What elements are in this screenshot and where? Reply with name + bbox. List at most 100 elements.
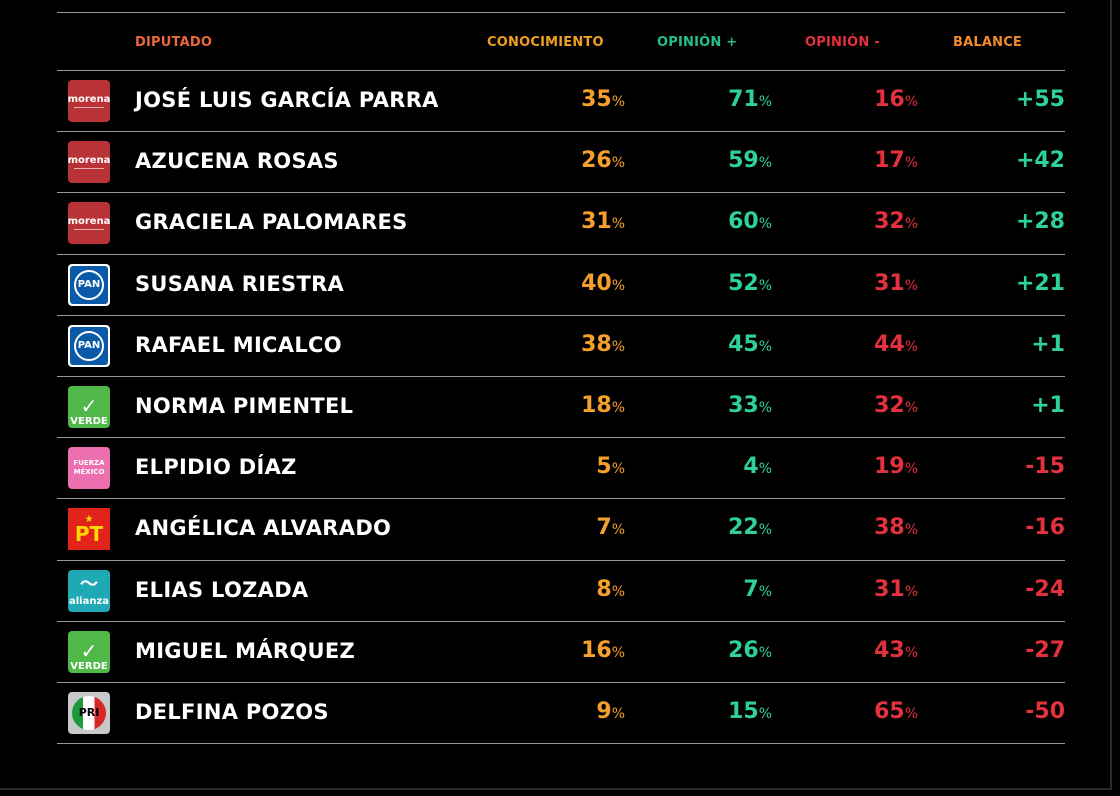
diputado-name: GRACIELA PALOMARES xyxy=(135,210,408,235)
percent-sign: % xyxy=(904,583,918,600)
percent-sign: % xyxy=(758,583,772,600)
diputado-name: ELIAS LOZADA xyxy=(135,577,309,602)
conocimiento-number: 5 xyxy=(596,454,612,480)
opinion-neg-number: 32 xyxy=(874,209,905,235)
table-row: PAN RAFAEL MICALCO 38% 45% 44% +1 xyxy=(57,316,1065,377)
conocimiento-number: 26 xyxy=(581,148,612,174)
percent-sign: % xyxy=(904,216,918,233)
conocimiento-value: 38% xyxy=(505,332,625,357)
header-conocimiento: CONOCIMIENTO xyxy=(487,35,604,50)
conocimiento-value: 31% xyxy=(505,209,625,234)
conocimiento-value: 26% xyxy=(505,148,625,173)
percent-sign: % xyxy=(758,461,772,478)
opinion-neg-value: 16% xyxy=(798,87,918,112)
conocimiento-number: 35 xyxy=(581,87,612,112)
diputado-name: SUSANA RIESTRA xyxy=(135,271,345,296)
percent-sign: % xyxy=(611,399,625,416)
opinion-neg-value: 32% xyxy=(798,393,918,418)
diputado-name: JOSÉ LUIS GARCÍA PARRA xyxy=(135,88,439,112)
percent-sign: % xyxy=(904,705,918,722)
table-body: morena JOSÉ LUIS GARCÍA PARRA 35% 71% 16% +55… xyxy=(57,71,1065,745)
header-opinion-neg: OPINIÓN - xyxy=(805,35,880,50)
percent-sign: % xyxy=(611,644,625,661)
table-row: ★ PT ANGÉLICA ALVARADO 7% 22% 38% -16 xyxy=(57,499,1065,561)
pri-logo-icon: PRI xyxy=(68,691,110,734)
conocimiento-value: 5% xyxy=(505,454,625,479)
percent-sign: % xyxy=(904,644,918,661)
percent-sign: % xyxy=(904,155,918,172)
opinion-pos-number: 59 xyxy=(728,148,759,174)
opinion-neg-number: 16 xyxy=(874,87,905,112)
opinion-neg-value: 19% xyxy=(798,454,918,479)
opinion-pos-number: 22 xyxy=(728,515,759,541)
opinion-neg-number: 43 xyxy=(874,637,905,663)
opinion-pos-value: 22% xyxy=(652,515,772,540)
percent-sign: % xyxy=(758,155,772,172)
opinion-pos-value: 45% xyxy=(652,332,772,357)
conocimiento-number: 7 xyxy=(596,515,612,541)
percent-sign: % xyxy=(611,583,625,600)
opinion-neg-number: 31 xyxy=(874,270,905,296)
percent-sign: % xyxy=(758,644,772,661)
balance-value: -27 xyxy=(1025,637,1065,663)
opinion-pos-value: 59% xyxy=(652,148,772,173)
conocimiento-number: 9 xyxy=(596,698,612,724)
verde-logo-icon: ✓ VERDE xyxy=(68,630,110,673)
percent-sign: % xyxy=(611,155,625,172)
table-row: ✓ VERDE NORMA PIMENTEL 18% 33% 32% +1 xyxy=(57,377,1065,439)
table-header: DIPUTADO CONOCIMIENTO OPINIÓN + OPINIÓN … xyxy=(57,13,1065,71)
conocimiento-value: 35% xyxy=(505,87,625,112)
diputado-name: ANGÉLICA ALVARADO xyxy=(135,516,392,541)
opinion-neg-value: 38% xyxy=(798,515,918,540)
fuerza-mexico-logo-icon: FUERZA MÉXICO xyxy=(68,447,110,490)
opinion-pos-value: 15% xyxy=(652,699,772,724)
opinion-pos-number: 45 xyxy=(728,331,759,357)
opinion-pos-value: 4% xyxy=(652,454,772,479)
opinion-pos-number: 33 xyxy=(728,392,759,418)
opinion-pos-number: 26 xyxy=(728,637,759,663)
diputado-name: ELPIDIO DÍAZ xyxy=(135,455,297,480)
diputado-name: AZUCENA ROSAS xyxy=(135,149,339,174)
table-row: FUERZA MÉXICO ELPIDIO DÍAZ 5% 4% 19% -15 xyxy=(57,438,1065,500)
percent-sign: % xyxy=(611,705,625,722)
opinion-pos-value: 52% xyxy=(652,271,772,296)
opinion-pos-number: 4 xyxy=(743,454,759,480)
conocimiento-value: 40% xyxy=(505,271,625,296)
balance-value: +55 xyxy=(1015,87,1065,112)
table-row: morena GRACIELA PALOMARES 31% 60% 32% +28 xyxy=(57,193,1065,255)
balance-value: +28 xyxy=(1015,209,1065,235)
conocimiento-value: 18% xyxy=(505,393,625,418)
opinion-neg-value: 65% xyxy=(798,699,918,724)
opinion-neg-value: 31% xyxy=(798,271,918,296)
percent-sign: % xyxy=(904,338,918,355)
percent-sign: % xyxy=(758,277,772,294)
balance-value: +1 xyxy=(1031,331,1065,357)
balance-value: +42 xyxy=(1015,148,1065,174)
opinion-neg-value: 32% xyxy=(798,209,918,234)
percent-sign: % xyxy=(904,522,918,539)
header-opinion-pos: OPINIÓN + xyxy=(657,35,738,50)
opinion-pos-number: 52 xyxy=(728,270,759,296)
table-row: morena JOSÉ LUIS GARCÍA PARRA 35% 71% 16% +55 xyxy=(57,71,1065,133)
percent-sign: % xyxy=(758,338,772,355)
conocimiento-number: 16 xyxy=(581,637,612,663)
conocimiento-number: 31 xyxy=(581,209,612,235)
opinion-pos-value: 7% xyxy=(652,577,772,602)
percent-sign: % xyxy=(758,705,772,722)
diputado-name: MIGUEL MÁRQUEZ xyxy=(135,638,356,663)
opinion-pos-number: 7 xyxy=(743,576,759,602)
header-balance: BALANCE xyxy=(953,35,1023,50)
diputado-name: RAFAEL MICALCO xyxy=(135,332,342,357)
opinion-neg-number: 38 xyxy=(874,515,905,541)
opinion-neg-number: 65 xyxy=(874,698,905,724)
pan-logo-icon: PAN xyxy=(68,324,110,367)
conocimiento-number: 38 xyxy=(581,331,612,357)
conocimiento-number: 40 xyxy=(581,270,612,296)
conocimiento-value: 9% xyxy=(505,699,625,724)
opinion-neg-number: 17 xyxy=(874,148,905,174)
percent-sign: % xyxy=(611,216,625,233)
percent-sign: % xyxy=(611,338,625,355)
percent-sign: % xyxy=(611,522,625,539)
opinion-pos-value: 60% xyxy=(652,209,772,234)
conocimiento-value: 8% xyxy=(505,577,625,602)
